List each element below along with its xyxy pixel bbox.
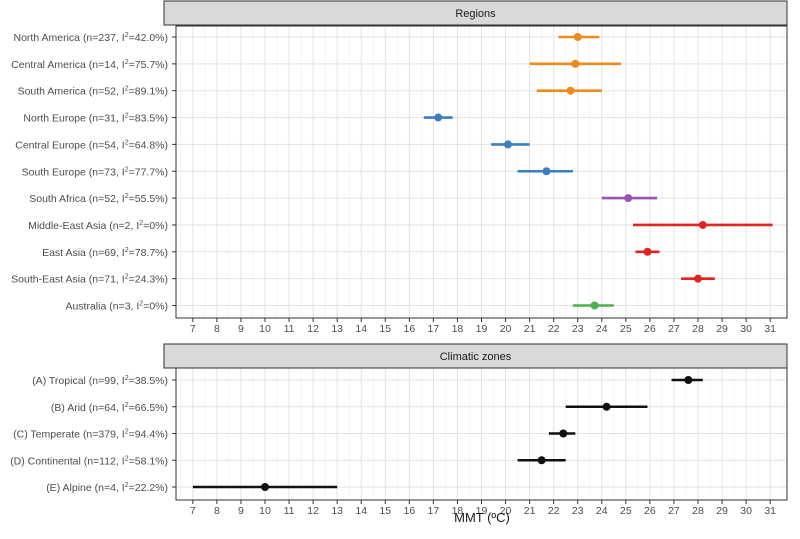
panel-strip — [163, 343, 788, 369]
x-tick-label: 27 — [668, 505, 680, 517]
row-label: Australia (n=3, I2=0%) — [65, 301, 168, 313]
x-tick-label: 9 — [238, 323, 244, 335]
x-tick-label: 16 — [403, 505, 415, 517]
row-label: East Asia (n=69, I2=78.7%) — [42, 247, 168, 259]
panel-title: Climatic zones — [440, 351, 512, 363]
x-tick-label: 7 — [190, 505, 196, 517]
x-tick-label: 7 — [190, 323, 196, 335]
row-label: North Europe (n=31, I2=83.5%) — [23, 113, 168, 125]
x-tick-label: 31 — [764, 505, 776, 517]
panel-title: Regions — [455, 8, 496, 20]
x-tick-label: 14 — [355, 323, 367, 335]
x-tick-label: 11 — [284, 505, 295, 517]
x-axis-title: MMT (ºC) — [454, 510, 510, 525]
x-tick-label: 29 — [716, 505, 728, 517]
x-tick-label: 22 — [548, 505, 560, 517]
point-estimate — [503, 140, 512, 149]
point-estimate — [590, 301, 599, 310]
x-tick-label: 28 — [692, 323, 704, 335]
x-tick-label: 16 — [403, 323, 415, 335]
x-tick-label: 18 — [452, 323, 464, 335]
x-tick-label: 25 — [620, 323, 632, 335]
x-tick-label: 25 — [620, 505, 632, 517]
x-tick-label: 13 — [331, 323, 343, 335]
point-estimate — [684, 376, 693, 384]
x-tick-label: 23 — [572, 323, 584, 335]
panel-climatic-zones: Climatic zones (A) Tropical (n=99, I2=38.… — [10, 343, 788, 517]
point-estimate — [566, 86, 575, 95]
point-estimate — [542, 167, 551, 176]
point-estimate — [573, 33, 582, 41]
row-label: Central Europe (n=54, I2=64.8%) — [15, 139, 168, 151]
row-label: North America (n=237, I2=42.0%) — [14, 32, 169, 44]
row-label: Central America (n=14, I2=75.7%) — [11, 59, 168, 71]
point-estimate — [698, 220, 707, 229]
x-tick-label: 22 — [548, 323, 560, 335]
x-tick-label: 23 — [572, 505, 584, 517]
row-label: (E) Alpine (n=4, I2=22.2%) — [46, 482, 168, 494]
x-tick-label: 24 — [596, 323, 608, 335]
x-tick-label: 26 — [644, 323, 656, 335]
x-tick-label: 17 — [428, 323, 440, 335]
x-tick-label: 8 — [214, 505, 220, 517]
point-estimate — [571, 59, 580, 68]
row-label: South Europe (n=73, I2=77.7%) — [22, 166, 168, 178]
x-tick-label: 17 — [428, 505, 440, 517]
point-estimate — [602, 402, 611, 411]
row-label: South-East Asia (n=71, I2=24.3%) — [11, 274, 168, 286]
x-tick-label: 8 — [214, 323, 220, 335]
row-label: South America (n=52, I2=89.1%) — [18, 86, 168, 98]
x-tick-label: 26 — [644, 505, 656, 517]
point-estimate — [537, 456, 546, 465]
x-tick-label: 28 — [692, 505, 704, 517]
point-estimate — [559, 429, 568, 438]
row-label: South Africa (n=52, I2=55.5%) — [29, 193, 168, 205]
panel-regions: Regions North America (n=237, I2=42.0%) Ce… — [11, 0, 788, 335]
row-label: Middle-East Asia (n=2, I2=0%) — [28, 220, 168, 232]
x-tick-label: 13 — [331, 505, 343, 517]
point-estimate — [434, 113, 443, 122]
point-estimate — [693, 274, 702, 283]
x-tick-label: 21 — [524, 323, 536, 335]
x-tick-label: 11 — [284, 323, 295, 335]
x-tick-label: 27 — [668, 323, 680, 335]
x-tick-label: 21 — [524, 505, 536, 517]
x-tick-label: 24 — [596, 505, 608, 517]
x-tick-label: 18 — [452, 505, 464, 517]
point-estimate — [624, 194, 633, 203]
row-label: (D) Continental (n=112, I2=58.1%) — [10, 455, 168, 467]
x-tick-label: 10 — [259, 323, 271, 335]
x-tick-label: 12 — [307, 323, 319, 335]
x-tick-label: 19 — [476, 323, 488, 335]
x-tick-label: 30 — [740, 505, 752, 517]
x-tick-label: 30 — [740, 323, 752, 335]
panel-strip — [163, 0, 788, 26]
x-tick-label: 15 — [379, 323, 391, 335]
x-tick-label: 20 — [500, 323, 512, 335]
x-tick-label: 15 — [379, 505, 391, 517]
x-tick-label: 9 — [238, 505, 244, 517]
x-tick-label: 10 — [259, 505, 271, 517]
x-tick-label: 31 — [764, 323, 776, 335]
row-label: (A) Tropical (n=99, I2=38.5%) — [32, 375, 168, 387]
point-estimate — [261, 483, 270, 491]
row-label: (B) Arid (n=64, I2=66.5%) — [51, 402, 168, 414]
x-tick-label: 29 — [716, 323, 728, 335]
x-tick-label: 19 — [476, 505, 488, 517]
point-estimate — [643, 247, 652, 256]
x-tick-label: 20 — [500, 505, 512, 517]
x-tick-label: 14 — [355, 505, 367, 517]
row-label: (C) Temperate (n=379, I2=94.4%) — [13, 429, 168, 441]
x-tick-label: 12 — [307, 505, 319, 517]
